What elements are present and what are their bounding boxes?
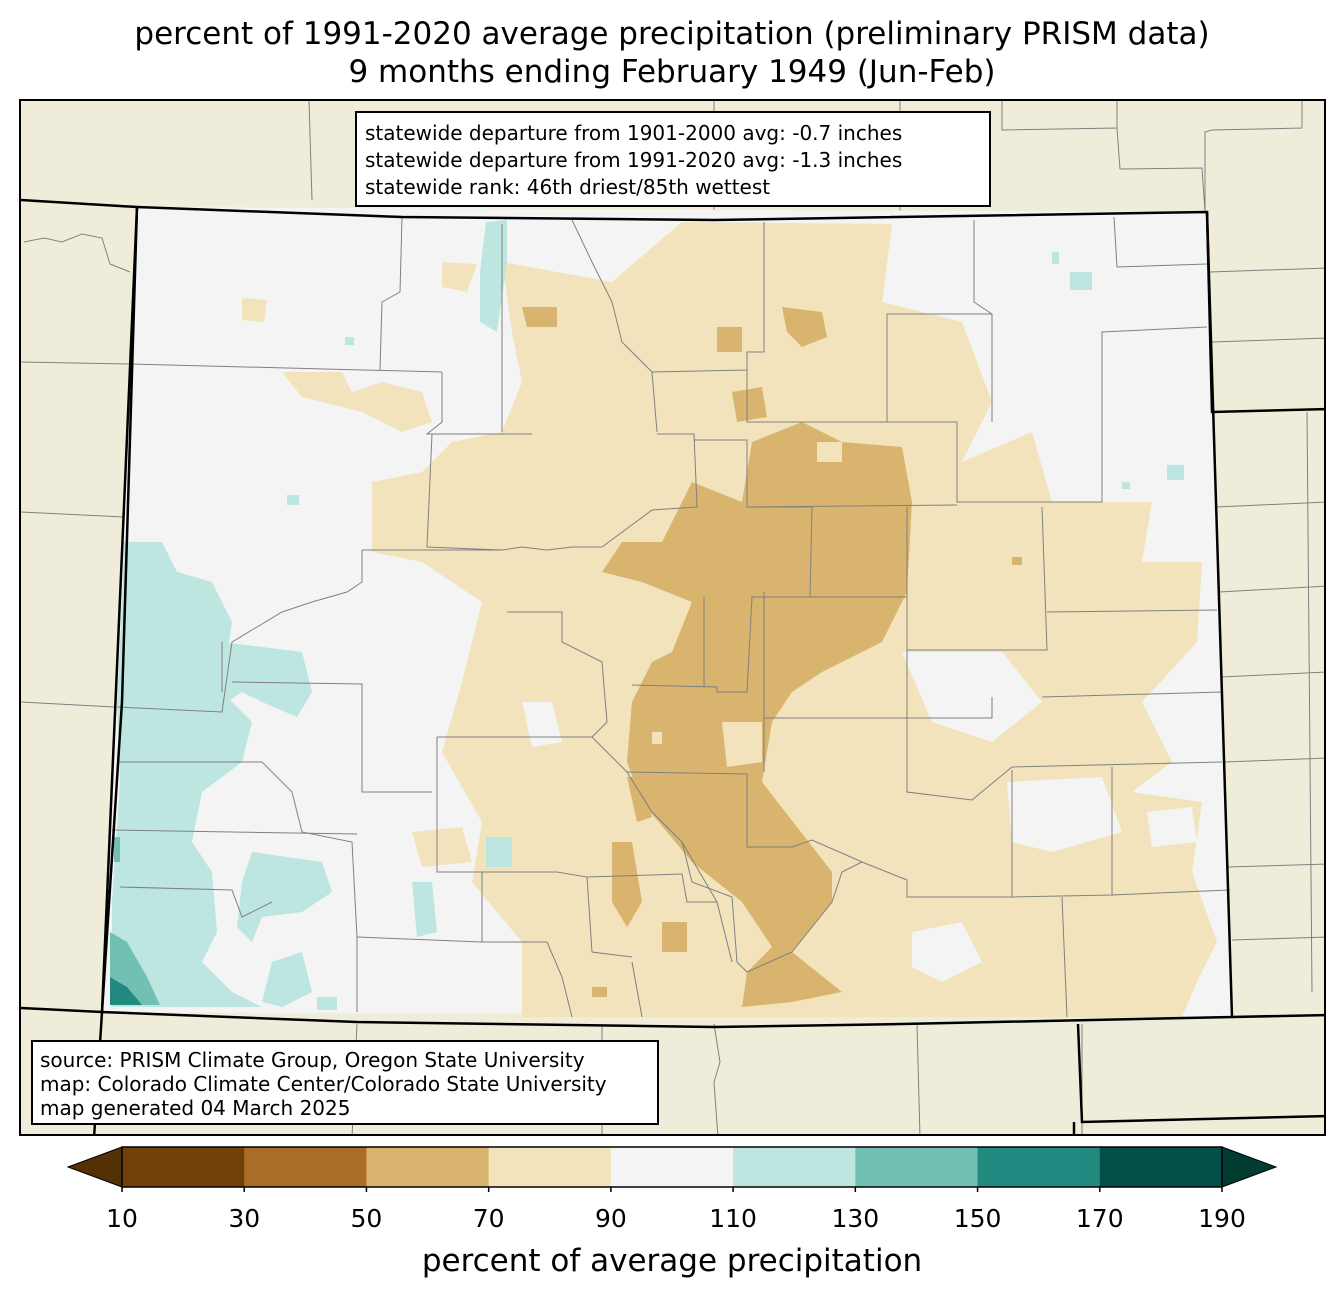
colorbar-segment — [244, 1147, 367, 1187]
colorbar-arrow-low — [66, 1146, 123, 1188]
state-borders — [21, 198, 1324, 1134]
map-title: percent of 1991-2020 average precipitati… — [134, 16, 1210, 52]
colorbar-frame — [121, 1146, 1223, 1188]
source-box: source: PRISM Climate Group, Oregon Stat… — [31, 1040, 659, 1125]
map-credit-line: map: Colorado Climate Center/Colorado St… — [40, 1072, 607, 1096]
zone-50-70 — [522, 307, 1022, 1007]
statewide-stats-box: statewide departure from 1901-2000 avg: … — [355, 111, 991, 207]
colorbar-tick-label: 130 — [831, 1204, 880, 1233]
colorbar — [66, 1146, 1278, 1192]
colorbar-tick-label: 10 — [106, 1204, 138, 1233]
stat-departure-1991-2020: statewide departure from 1991-2020 avg: … — [365, 148, 903, 172]
colorbar-segment — [1099, 1147, 1223, 1187]
zone-90-110-islands — [522, 652, 1197, 982]
colorado-county-lines — [111, 216, 1231, 1018]
colorbar-segment — [610, 1147, 734, 1187]
stat-departure-1901-2000: statewide departure from 1901-2000 avg: … — [365, 121, 903, 145]
source-line: source: PRISM Climate Group, Oregon Stat… — [40, 1048, 585, 1072]
colorbar-segment — [488, 1147, 612, 1187]
colorbar-tick-label: 70 — [472, 1204, 505, 1233]
colorbar-arrow-high — [1221, 1146, 1278, 1188]
generated-date-line: map generated 04 March 2025 — [40, 1096, 351, 1120]
colorbar-segment — [855, 1147, 979, 1187]
colorbar-tick-label: 90 — [594, 1204, 627, 1233]
zone-110-130 — [112, 220, 1184, 1010]
zone-70-90-islands — [652, 442, 842, 767]
stat-rank: statewide rank: 46th driest/85th wettest — [365, 175, 771, 199]
colorbar-segment — [122, 1147, 245, 1187]
colorbar-label: percent of average precipitation — [421, 1243, 923, 1279]
zone-150-170 — [110, 977, 142, 1005]
colorbar-tick-label: 110 — [709, 1204, 757, 1233]
colorbar-tick-label: 30 — [228, 1204, 261, 1233]
colorbar-segment — [977, 1147, 1101, 1187]
colorbar-segment — [366, 1147, 490, 1187]
colorbar-tick-label: 50 — [350, 1204, 383, 1233]
precipitation-map — [19, 99, 1326, 1136]
map-subtitle: 9 months ending February 1949 (Jun-Feb) — [348, 54, 996, 90]
colorbar-tick-label: 170 — [1075, 1204, 1124, 1233]
colorbar-tick-label: 150 — [953, 1204, 1002, 1233]
colorbar-segment — [733, 1147, 856, 1187]
map-canvas — [21, 101, 1324, 1134]
colorbar-tick-label: 190 — [1198, 1204, 1246, 1233]
